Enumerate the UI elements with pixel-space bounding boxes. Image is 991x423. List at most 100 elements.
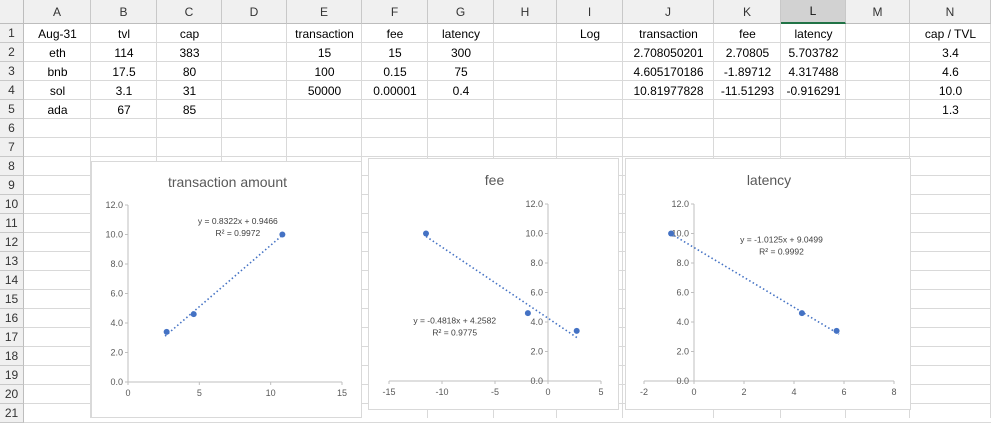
cell-j2[interactable]: 2.708050201 <box>633 45 704 60</box>
cell-k1[interactable]: fee <box>739 26 756 41</box>
row-header-16[interactable]: 16 <box>0 309 24 328</box>
row-header-20[interactable]: 20 <box>0 385 24 404</box>
row-header-18[interactable]: 18 <box>0 347 24 366</box>
column-header-k[interactable]: K <box>714 0 781 24</box>
cell-b4[interactable]: 3.1 <box>115 83 133 98</box>
column-header-b[interactable]: B <box>91 0 157 24</box>
cell-g4[interactable]: 0.4 <box>452 83 470 98</box>
cell-e1[interactable]: transaction <box>295 26 354 41</box>
cell-g1[interactable]: latency <box>441 26 481 41</box>
row-header-2[interactable]: 2 <box>0 43 24 62</box>
transaction-ytick-label-5: 10.0 <box>105 230 123 240</box>
cell-c2[interactable]: 383 <box>179 45 200 60</box>
cell-b2[interactable]: 114 <box>114 45 134 60</box>
row-header-3[interactable]: 3 <box>0 62 24 81</box>
row-header-4[interactable]: 4 <box>0 81 24 100</box>
cell-n4[interactable]: 10.0 <box>938 83 963 98</box>
cell-l1[interactable]: latency <box>794 26 833 41</box>
cell-j3[interactable]: 4.605170186 <box>633 64 704 79</box>
latency-xtick-label-2: 2 <box>741 387 746 397</box>
cell-i1[interactable]: Log <box>579 26 601 41</box>
transaction-data-point-1 <box>190 311 197 318</box>
cell-e2[interactable]: 15 <box>317 45 332 60</box>
row-header-15[interactable]: 15 <box>0 290 24 309</box>
cell-a4[interactable]: sol <box>49 83 66 98</box>
cell-k2[interactable]: 2.70805 <box>725 45 770 60</box>
transaction-ytick-label-6: 12.0 <box>105 200 123 210</box>
chart-transaction-amount[interactable]: transaction amount 0.0 2.0 4.0 6.0 8.0 10.0 12.… <box>91 161 362 418</box>
fee-trendline-equation: y = -0.4818x + 4.2582 <box>413 315 496 325</box>
cell-g2[interactable]: 300 <box>450 45 472 60</box>
cell-c4[interactable]: 31 <box>182 83 197 98</box>
row-header-5[interactable]: 5 <box>0 100 24 119</box>
cell-f4[interactable]: 0.00001 <box>373 83 417 98</box>
transaction-data-point-2 <box>279 231 286 238</box>
select-all-corner[interactable] <box>0 0 24 24</box>
cell-j4[interactable]: 10.81977828 <box>633 83 704 98</box>
row-header-13[interactable]: 13 <box>0 252 24 271</box>
cell-f3[interactable]: 0.15 <box>383 64 407 79</box>
chart-latency[interactable]: latency 0.0 2.0 4.0 6.0 8.0 10.0 12.0 -2 0 2 4 6 8 y =… <box>625 158 911 410</box>
transaction-plot-svg: transaction amount 0.0 2.0 4.0 6.0 8.0 10.0 12.… <box>105 174 347 398</box>
column-header-d[interactable]: D <box>222 0 287 24</box>
row-header-21[interactable]: 21 <box>0 404 24 423</box>
fee-xtick-label-4: 5 <box>598 387 603 397</box>
row-header-17[interactable]: 17 <box>0 328 24 347</box>
column-header-e[interactable]: E <box>287 0 362 24</box>
latency-chart-title: latency <box>747 172 791 188</box>
row-header-6[interactable]: 6 <box>0 119 24 138</box>
row-header-11[interactable]: 11 <box>0 214 24 233</box>
row-header-10[interactable]: 10 <box>0 195 24 214</box>
cell-f2[interactable]: 15 <box>388 45 402 60</box>
cell-k4[interactable]: -11.51293 <box>720 83 775 98</box>
cell-e3[interactable]: 100 <box>314 64 335 79</box>
column-header-j[interactable]: J <box>623 0 714 24</box>
cell-n2[interactable]: 3.4 <box>942 45 959 60</box>
cell-n5[interactable]: 1.3 <box>942 102 959 117</box>
fee-chart-title: fee <box>485 172 505 188</box>
fee-ytick-label-2: 4.0 <box>530 317 543 327</box>
cell-c5[interactable]: 85 <box>182 102 197 117</box>
row-header-9[interactable]: 9 <box>0 176 24 195</box>
cell-g3[interactable]: 75 <box>454 64 468 79</box>
cell-c3[interactable]: 80 <box>182 64 197 79</box>
cell-b1[interactable]: tvl <box>118 26 130 41</box>
column-header-m[interactable]: M <box>846 0 910 24</box>
cell-k3[interactable]: -1.89712 <box>723 64 772 79</box>
latency-ytick-label-0: 0.0 <box>676 376 689 386</box>
row-header-8[interactable]: 8 <box>0 157 24 176</box>
column-header-f[interactable]: F <box>362 0 428 24</box>
cell-l2[interactable]: 5.703782 <box>788 45 839 60</box>
cell-c1[interactable]: cap <box>179 26 200 41</box>
fee-ytick-label-3: 6.0 <box>530 288 543 298</box>
column-header-l[interactable]: L <box>781 0 846 24</box>
cell-f1[interactable]: fee <box>386 26 404 41</box>
cell-b5[interactable]: 67 <box>117 102 131 117</box>
column-header-g[interactable]: G <box>428 0 494 24</box>
cell-a2[interactable]: eth <box>49 45 66 60</box>
chart-fee[interactable]: fee 0.0 2.0 4.0 6.0 8.0 10.0 12.0 -15 -10 -5 0 5 y = … <box>368 158 619 410</box>
column-header-c[interactable]: C <box>157 0 222 24</box>
cell-l4[interactable]: -0.916291 <box>786 83 841 98</box>
column-header-h[interactable]: H <box>494 0 557 24</box>
cell-n1[interactable]: cap / TVL <box>924 26 977 41</box>
fee-xtick-label-3: 0 <box>545 387 550 397</box>
cell-j1[interactable]: transaction <box>639 26 698 41</box>
cell-n3[interactable]: 4.6 <box>942 64 959 79</box>
row-header-1[interactable]: 1 <box>0 24 24 43</box>
row-header-19[interactable]: 19 <box>0 366 24 385</box>
cell-l3[interactable]: 4.317488 <box>788 64 839 79</box>
column-header-a[interactable]: A <box>24 0 91 24</box>
column-header-n[interactable]: N <box>910 0 991 24</box>
column-header-i[interactable]: I <box>557 0 623 24</box>
row-header-14[interactable]: 14 <box>0 271 24 290</box>
cell-a1[interactable]: Aug-31 <box>38 26 77 41</box>
cell-b3[interactable]: 17.5 <box>112 64 136 79</box>
row-header-7[interactable]: 7 <box>0 138 24 157</box>
cell-a3[interactable]: bnb <box>47 64 68 79</box>
row-header-12[interactable]: 12 <box>0 233 24 252</box>
latency-ytick-label-2: 4.0 <box>676 317 689 327</box>
cell-e4[interactable]: 50000 <box>307 83 342 98</box>
cell-a5[interactable]: ada <box>47 102 68 117</box>
